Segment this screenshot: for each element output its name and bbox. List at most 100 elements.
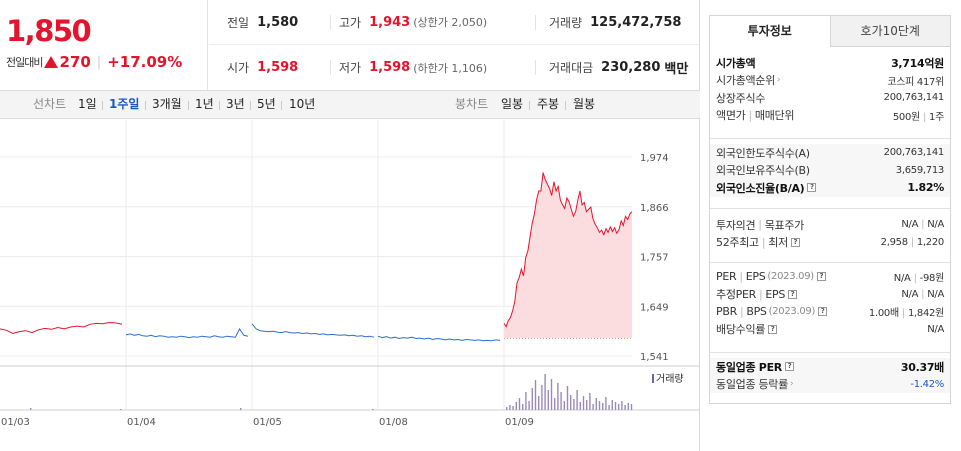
info-value: 1.00배 | 1,842원 xyxy=(869,304,944,319)
open-label: 시가 xyxy=(227,61,250,75)
divider xyxy=(535,60,536,75)
volume-bar xyxy=(621,401,623,410)
period-5y-button[interactable]: 5년 xyxy=(257,97,276,111)
info-value: -1.42% xyxy=(910,379,944,390)
info-row: 추정PER | EPS? N/A | N/A xyxy=(710,286,950,304)
quote-row-2: 시가 1,598 저가 1,598 (하한가 1,106) 거래대금 230,2… xyxy=(209,45,699,90)
quote-grid: 전일 1,580 고가 1,943 (상한가 2,050) 거래량 125,47… xyxy=(209,0,699,90)
info-value-text: 코스피 417위 xyxy=(887,76,944,88)
prev-close-value: 1,580 xyxy=(257,14,299,30)
divider xyxy=(535,15,536,30)
period-3y-button[interactable]: 3년 xyxy=(226,97,245,111)
info-value-text: 3,659,713 xyxy=(895,164,945,176)
info-group-g2: 외국인한도주식수(A) 200,763,141 외국인보유주식수(B) 3,659,7… xyxy=(710,144,950,197)
price-line-01-04 xyxy=(125,327,249,339)
help-icon[interactable]: ? xyxy=(784,362,794,372)
y-tick-label: 1,757 xyxy=(640,253,669,264)
investment-info-panel: 투자정보 호가10단계 시가총액 3,714억원 시가총액순위 › 코스피 417위 상장… xyxy=(709,15,951,404)
volume-bar xyxy=(618,404,620,410)
divider xyxy=(529,101,530,110)
value-separator: | xyxy=(921,288,925,300)
info-value: N/A | N/A xyxy=(901,289,944,300)
help-icon[interactable]: ? xyxy=(790,237,800,247)
info-row: 시가총액 3,714억원 xyxy=(710,54,950,72)
price-area-fill xyxy=(504,172,632,339)
info-row: 외국인소진율(B/A)? 1.82% xyxy=(710,179,950,197)
period-3m-button[interactable]: 3개월 xyxy=(152,97,182,111)
info-tabs: 투자정보 호가10단계 xyxy=(710,16,950,47)
chevron-right-icon[interactable]: › xyxy=(776,75,781,86)
high-value: 1,943 xyxy=(369,14,411,30)
tab-orderbook-10[interactable]: 호가10단계 xyxy=(830,16,950,47)
info-row: PER | EPS (2023.09)? N/A | -98원 xyxy=(710,268,950,286)
volume-bar xyxy=(557,383,559,410)
value-separator: | xyxy=(913,273,917,285)
volume-bar xyxy=(522,404,524,410)
volume-bar xyxy=(592,404,594,410)
change-separator: | xyxy=(96,54,102,70)
info-label-text: 동일업종 등락률 xyxy=(716,378,788,392)
prev-close-label: 전일 xyxy=(227,15,250,30)
quote-row-1: 전일 1,580 고가 1,943 (상한가 2,050) 거래량 125,47… xyxy=(209,0,699,45)
volume-bar xyxy=(566,386,569,410)
period-1w-button[interactable]: 1주일 xyxy=(109,97,140,111)
help-icon[interactable]: ? xyxy=(768,324,778,334)
low-value: 1,598 xyxy=(369,60,411,75)
volume-bar xyxy=(570,395,572,410)
info-label-text: 52주최고 xyxy=(716,236,759,250)
trade-value-label: 거래대금 xyxy=(549,61,594,75)
low-cell: 저가 1,598 (하한가 1,106) xyxy=(339,59,487,76)
info-value-text: N/A xyxy=(927,323,944,335)
label-separator: | xyxy=(739,270,743,284)
tab-investment-info[interactable]: 투자정보 xyxy=(710,16,831,47)
value-separator: | xyxy=(922,111,927,123)
stock-summary-area: 1,850 전일대비 270 | +17.09% 전일 1,580 고가 1,9… xyxy=(0,0,700,451)
info-label-text-2: 매매단위 xyxy=(754,109,795,123)
help-icon[interactable]: ? xyxy=(807,183,817,193)
info-label-text: 상장주식수 xyxy=(716,91,766,105)
candle-daily-button[interactable]: 일봉 xyxy=(501,97,524,111)
volume-bar xyxy=(624,405,626,410)
value-separator: | xyxy=(901,308,905,320)
volume-bar xyxy=(30,408,32,410)
period-1y-button[interactable]: 1년 xyxy=(195,97,214,111)
y-tick-label: 1,974 xyxy=(640,153,669,164)
help-icon[interactable]: ? xyxy=(816,272,826,282)
info-row: 투자의견 | 목표주가 N/A | N/A xyxy=(710,216,950,234)
period-10y-button[interactable]: 10년 xyxy=(289,97,316,111)
volume-bar xyxy=(541,385,543,410)
volume-bar xyxy=(627,403,629,410)
help-icon[interactable]: ? xyxy=(788,289,798,299)
info-value-text-2: N/A xyxy=(927,288,944,300)
candle-weekly-button[interactable]: 주봉 xyxy=(537,97,560,111)
divider xyxy=(250,101,251,110)
change-label: 전일대비 xyxy=(6,56,43,69)
volume-bar xyxy=(120,409,122,410)
info-label-text: 배당수익률 xyxy=(716,323,766,337)
info-label: 52주최고 | 최저? xyxy=(716,234,800,250)
price-box: 1,850 전일대비 270 | +17.09% xyxy=(0,0,208,90)
info-label-text-2: BPS xyxy=(746,305,767,319)
info-value-text: 1.82% xyxy=(907,181,944,195)
info-value-text: -1.42% xyxy=(910,378,944,390)
divider xyxy=(565,101,566,110)
help-icon[interactable]: ? xyxy=(818,307,828,317)
period-1d-button[interactable]: 1일 xyxy=(78,97,97,111)
volume-bar xyxy=(586,400,588,410)
info-label: 상장주식수 xyxy=(716,90,765,106)
change-percent: +17.09% xyxy=(107,53,183,71)
candle-monthly-button[interactable]: 월봉 xyxy=(573,97,596,111)
chevron-right-icon[interactable]: › xyxy=(789,379,794,390)
divider xyxy=(219,101,220,110)
info-value-text: 200,763,141 xyxy=(883,92,945,104)
info-value: 3,714억원 xyxy=(891,55,944,71)
current-price: 1,850 xyxy=(6,14,92,48)
info-value: 500원 | 1주 xyxy=(893,108,944,123)
value-separator: | xyxy=(910,236,914,248)
info-label-period: (2023.09) xyxy=(767,271,814,283)
volume-bar xyxy=(563,401,565,410)
info-value-text-2: 1주 xyxy=(929,111,944,123)
divider xyxy=(330,15,331,30)
info-label-text: PBR xyxy=(716,305,737,319)
open-cell: 시가 1,598 xyxy=(227,59,298,76)
